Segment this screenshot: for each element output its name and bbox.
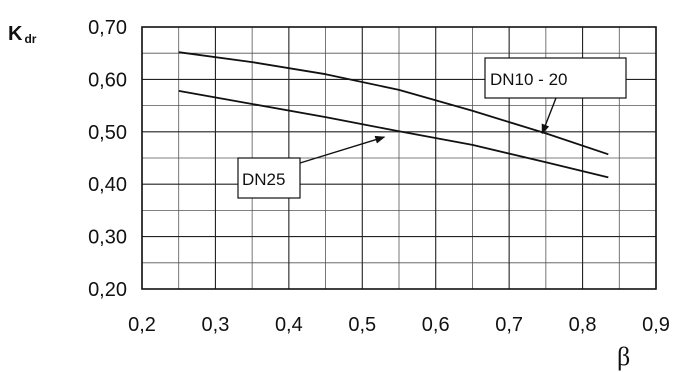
x-tick-label: 0,2 <box>128 314 156 336</box>
y-tick-label: 0,30 <box>88 227 127 249</box>
annotation-dn10-20-box <box>484 57 627 99</box>
x-tick-label: 0,8 <box>569 314 597 336</box>
y-tick-label: 0,60 <box>88 69 127 91</box>
x-tick-labels: 0,2 0,3 0,4 0,5 0,6 0,7 0,8 0,9 <box>128 314 670 336</box>
x-tick-label: 0,7 <box>495 314 523 336</box>
series-line-dn25 <box>178 90 609 179</box>
annotation-dn25-label: DN25 <box>242 170 285 189</box>
x-tick-label: 0,3 <box>202 314 230 336</box>
x-tick-label: 0,4 <box>275 314 303 336</box>
y-tick-label: 0,70 <box>88 17 127 39</box>
annotation-dn10-20: DN10 - 20 <box>484 57 627 135</box>
y-axis-label-subscript: dr <box>24 32 36 46</box>
x-tick-label: 0,6 <box>422 314 450 336</box>
annotation-dn25: DN25 <box>237 135 386 199</box>
x-tick-label: 0,9 <box>642 314 670 336</box>
plot-frame <box>141 26 657 290</box>
x-tick-label: 0,5 <box>348 314 376 336</box>
y-axis-label-main: K <box>8 23 23 45</box>
annotation-dn10-20-arrow <box>541 97 557 135</box>
x-axis-label: β <box>617 342 630 371</box>
annotation-dn25-arrow <box>299 135 386 164</box>
annotation-dn10-20-label: DN10 - 20 <box>490 70 567 89</box>
annotation-dn25-box <box>237 157 301 199</box>
y-tick-label: 0,40 <box>88 174 127 196</box>
y-tick-labels: 0,70 0,60 0,50 0,40 0,30 0,20 <box>88 17 127 301</box>
y-tick-label: 0,20 <box>88 279 127 301</box>
y-tick-label: 0,50 <box>88 122 127 144</box>
